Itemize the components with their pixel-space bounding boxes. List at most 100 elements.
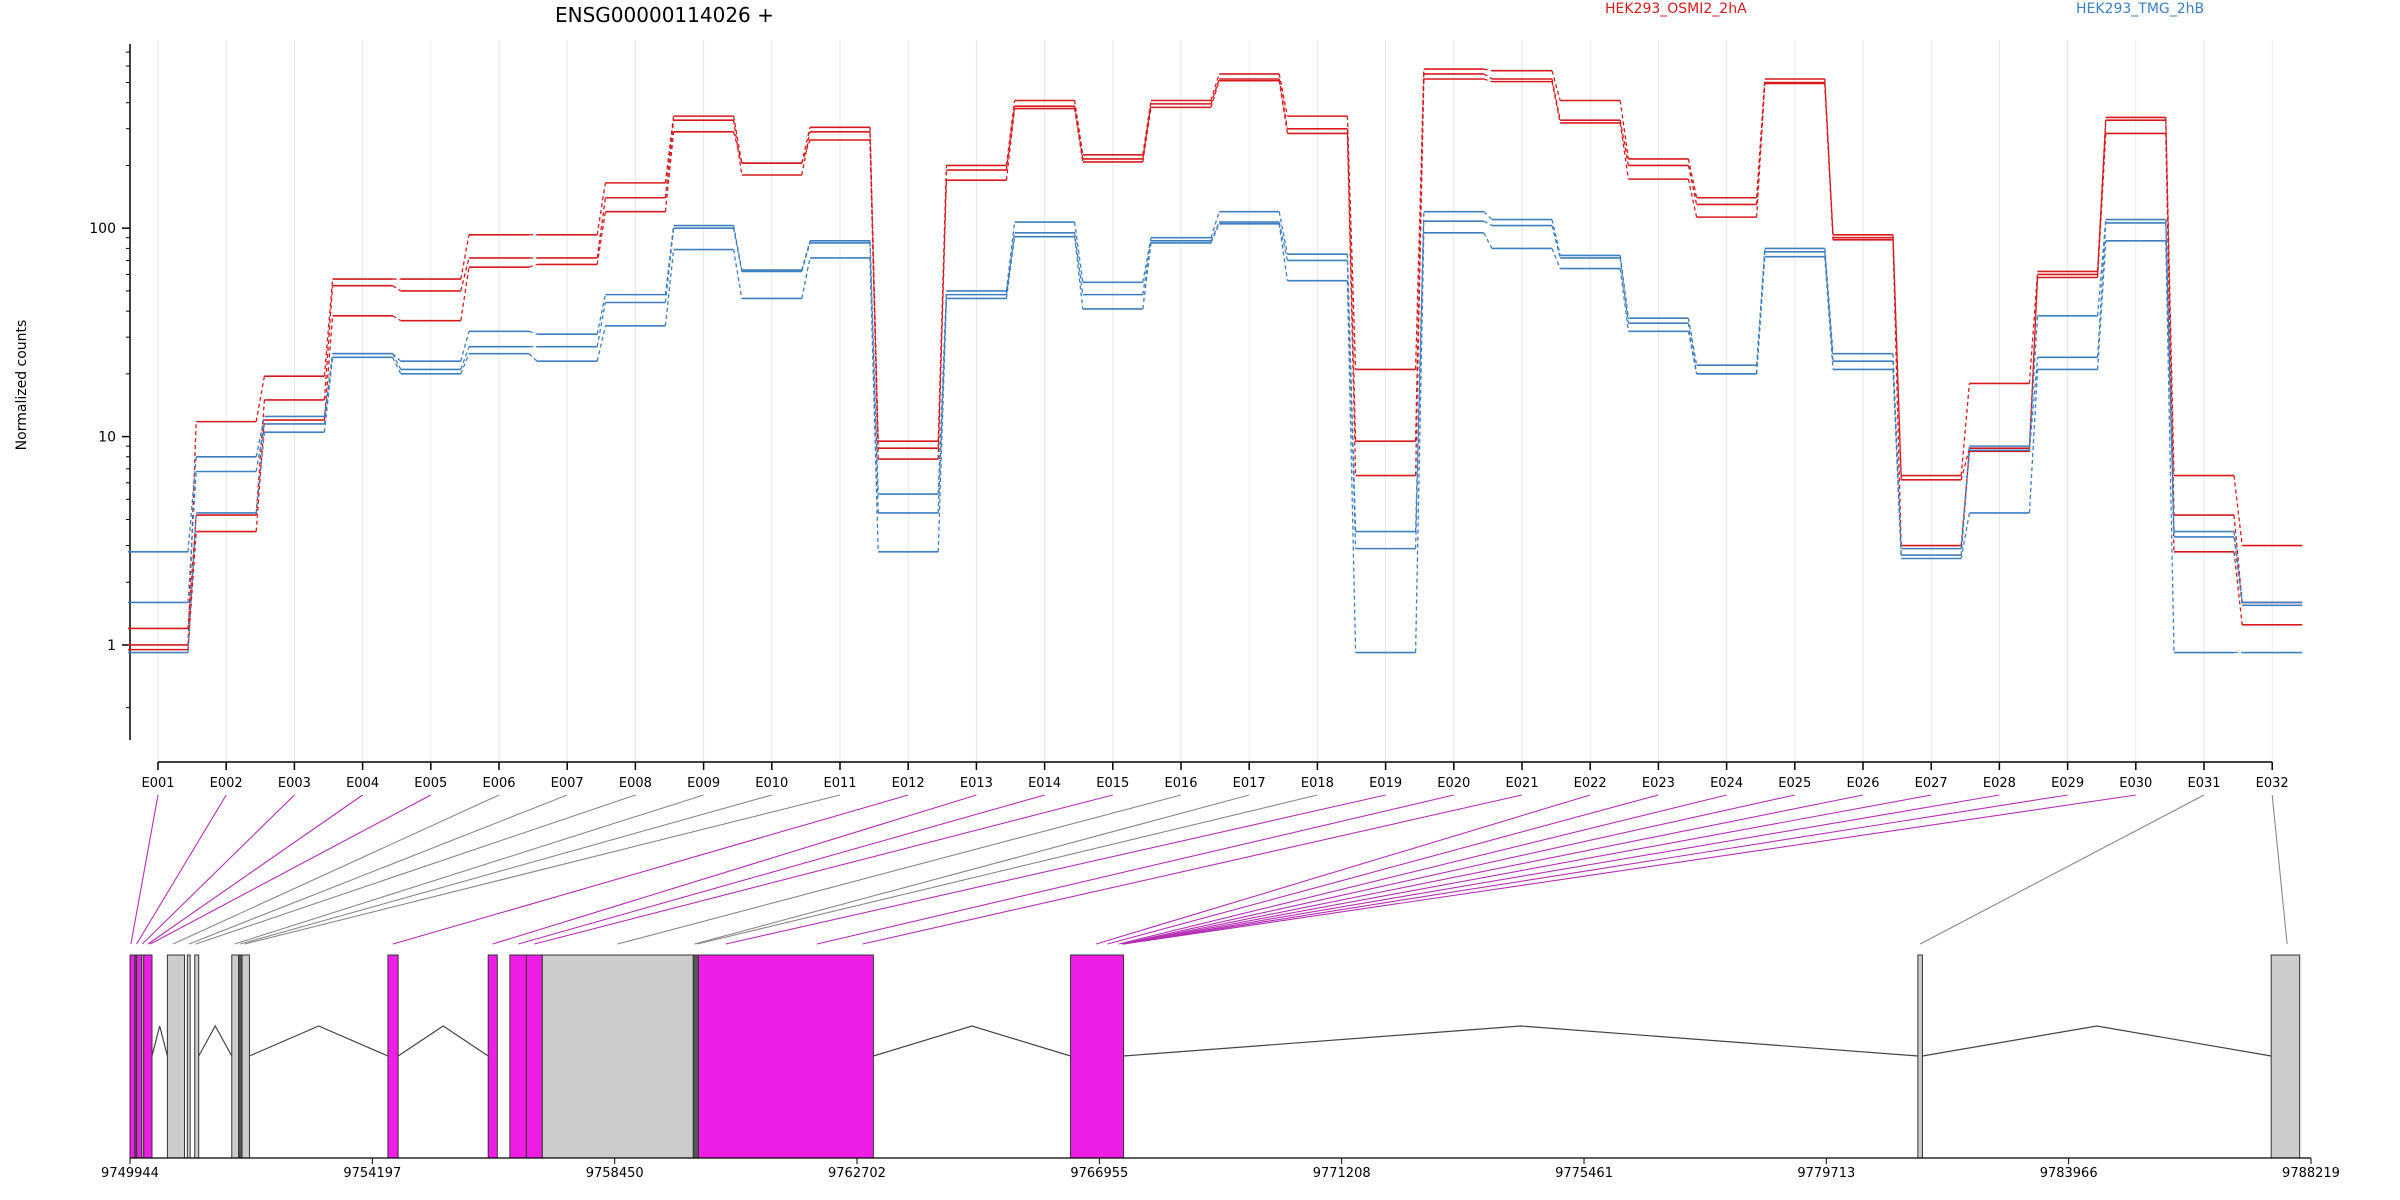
step-connector xyxy=(2028,315,2039,447)
step-connector xyxy=(732,120,743,176)
series-line xyxy=(128,210,2303,604)
exon-connector xyxy=(234,794,704,945)
exon-connector xyxy=(141,794,295,945)
step-connector xyxy=(1892,237,1902,480)
step-connector xyxy=(1073,236,1084,309)
step-connector xyxy=(1005,236,1016,299)
exon-connector xyxy=(240,794,772,945)
step-connector xyxy=(1687,158,1698,198)
step-connector xyxy=(255,420,266,532)
exon-connector xyxy=(492,794,977,945)
exon-connector xyxy=(1123,794,2136,945)
step-connector xyxy=(596,197,607,259)
x-tick-label: E010 xyxy=(755,776,788,791)
step-connector xyxy=(1073,100,1084,155)
step-connector xyxy=(1210,223,1220,244)
step-connector xyxy=(1551,219,1561,256)
step-connector xyxy=(1619,122,1630,180)
exon-connector xyxy=(518,794,1045,945)
x-tick-label: E013 xyxy=(960,776,993,791)
x-tick-label: E021 xyxy=(1505,776,1538,791)
x-tick-label: E032 xyxy=(2256,776,2289,791)
x-tick-label: E015 xyxy=(1096,776,1129,791)
step-connector xyxy=(323,357,334,433)
step-connector xyxy=(1755,256,1766,374)
x-tick-label: E003 xyxy=(278,776,311,791)
step-connector xyxy=(2028,271,2039,384)
step-connector xyxy=(1073,108,1084,163)
step-connector xyxy=(596,325,607,362)
x-tick-label: E012 xyxy=(892,776,925,791)
step-connector xyxy=(1892,239,1902,546)
step-connector xyxy=(1005,108,1016,181)
step-connector xyxy=(528,330,538,335)
step-connector xyxy=(1005,221,1016,292)
step-connector xyxy=(1142,240,1152,295)
exon-connector xyxy=(534,794,1113,945)
step-connector xyxy=(732,249,743,299)
grid-lines xyxy=(157,40,2273,762)
step-connector xyxy=(1755,83,1766,218)
series-line xyxy=(128,73,2303,630)
step-connector xyxy=(1483,232,1493,249)
x-tick-label: E025 xyxy=(1778,776,1811,791)
exon-box xyxy=(1070,954,1125,1159)
coord-tick-label: 9779713 xyxy=(1797,1166,1855,1181)
exon-box xyxy=(2270,954,2301,1159)
step-connector xyxy=(2028,274,2039,449)
step-connector xyxy=(2233,551,2243,625)
coord-tick-label: 9771208 xyxy=(1313,1166,1371,1181)
step-connector xyxy=(528,263,538,268)
exon-connector xyxy=(1122,794,1864,945)
coord-tick-label: 9783966 xyxy=(2040,1166,2098,1181)
step-connector xyxy=(1414,78,1425,476)
step-connector xyxy=(1960,512,1971,559)
coord-tick-label: 9758450 xyxy=(586,1166,644,1181)
exon-connector xyxy=(1107,794,1659,945)
exon-box xyxy=(129,954,136,1159)
genomic-coordinate-axis: 9749944 9754197 9758450 9762702 9766955 97712… xyxy=(101,1157,2340,1181)
x-tick-label: E024 xyxy=(1710,776,1743,791)
step-connector xyxy=(1687,165,1698,205)
step-connector xyxy=(664,120,675,198)
step-connector xyxy=(1346,260,1357,549)
exon-connector xyxy=(392,794,909,945)
step-connector xyxy=(801,257,811,299)
step-connector xyxy=(1414,69,1425,370)
x-tick-label: E005 xyxy=(414,776,447,791)
step-connector xyxy=(2233,536,2243,606)
series-lines xyxy=(128,68,2303,654)
step-connector xyxy=(2096,133,2107,278)
exon-connector xyxy=(188,794,568,945)
step-connector xyxy=(1551,70,1561,101)
intron-line xyxy=(249,1025,389,1057)
step-connector xyxy=(1619,120,1630,166)
exon-connector xyxy=(1121,794,1795,945)
exon-box xyxy=(697,954,874,1159)
exon-connector xyxy=(147,794,363,945)
step-connector xyxy=(255,423,266,472)
intron-line xyxy=(198,1024,233,1057)
step-connector xyxy=(2165,219,2175,532)
step-connector xyxy=(1073,221,1084,283)
step-connector xyxy=(1892,369,1902,559)
exon-connector xyxy=(816,794,1454,945)
step-connector xyxy=(1960,447,1971,481)
step-connector xyxy=(1551,81,1561,124)
step-connector xyxy=(187,531,197,650)
step-connector xyxy=(1960,383,1971,476)
exon-connector xyxy=(697,794,1318,945)
step-connector xyxy=(1278,73,1289,117)
step-connector xyxy=(1142,242,1152,309)
step-connector xyxy=(1483,211,1493,221)
step-connector xyxy=(460,234,470,280)
x-tick-label: E004 xyxy=(346,776,379,791)
step-connector xyxy=(1755,248,1766,366)
step-connector xyxy=(460,267,470,321)
step-connector xyxy=(1619,268,1630,332)
x-tick-label: E001 xyxy=(141,776,174,791)
legend-entry-osmi2: HEK293_OSMI2_2hA xyxy=(1605,1,1747,17)
step-connector xyxy=(1483,68,1493,72)
step-connector xyxy=(2165,240,2175,653)
